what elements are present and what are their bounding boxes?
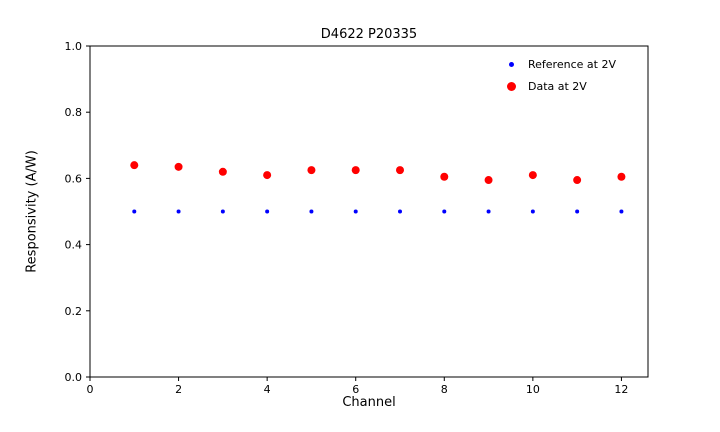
data-point-data [263, 171, 272, 180]
legend-item-data: Data at 2V [498, 78, 616, 94]
data-point-data [440, 172, 449, 181]
data-point-reference [442, 209, 447, 214]
data-point-data [351, 166, 360, 175]
data-point-data [130, 161, 139, 170]
data-point-data [617, 172, 626, 181]
x-tick-label: 12 [614, 383, 628, 396]
data-point-reference [353, 209, 358, 214]
x-tick-label: 10 [526, 383, 540, 396]
data-marker-icon [498, 81, 524, 91]
plot-border [89, 45, 649, 378]
y-tick-label: 0.2 [65, 305, 83, 318]
legend-label-data: Data at 2V [528, 79, 587, 93]
chart-title: D4622 P20335 [320, 27, 418, 42]
y-tick-label: 0.4 [65, 239, 83, 252]
y-tick-label: 0.0 [65, 371, 83, 384]
data-point-data [307, 166, 316, 175]
y-tick-label: 0.6 [65, 172, 83, 185]
x-tick-label: 8 [441, 383, 448, 396]
data-point-reference [265, 209, 270, 214]
data-point-data [528, 171, 537, 180]
data-point-data [174, 162, 183, 171]
x-tick-label: 6 [352, 383, 359, 396]
x-tick-label: 4 [264, 383, 271, 396]
data-point-reference [220, 209, 225, 214]
data-point-reference [398, 209, 402, 214]
data-point-data [218, 167, 227, 176]
x-axis-label: Channel [342, 395, 396, 410]
legend-label-reference: Reference at 2V [528, 57, 616, 71]
x-tick-label: 2 [175, 383, 182, 396]
data-point-reference [575, 209, 580, 214]
legend: Reference at 2V Data at 2V [498, 56, 616, 94]
data-point-reference [486, 209, 491, 214]
data-point-reference [619, 209, 624, 214]
data-point-data [484, 176, 493, 185]
data-point-reference [309, 209, 314, 214]
y-axis-label: Responsivity (A/W) [24, 150, 40, 273]
reference-marker-icon [498, 61, 524, 67]
data-point-data [396, 166, 404, 175]
y-tick-label: 0.8 [65, 106, 83, 119]
legend-item-reference: Reference at 2V [498, 56, 616, 72]
data-point-reference [132, 209, 137, 214]
data-point-reference [530, 209, 535, 214]
data-point-reference [176, 209, 181, 214]
data-point-data [573, 176, 582, 185]
y-tick-label: 1.0 [65, 40, 83, 53]
x-tick-label: 0 [87, 383, 94, 396]
